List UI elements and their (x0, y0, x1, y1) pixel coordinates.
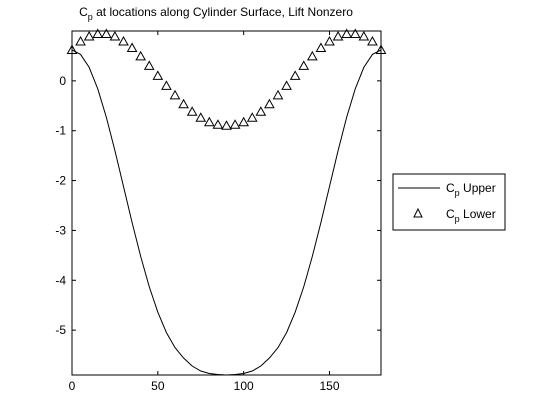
x-tick-label: 150 (319, 379, 339, 393)
legend-lower-rest: Lower (460, 207, 496, 221)
y-tick-label: -5 (55, 323, 66, 337)
series-lower-point (349, 28, 361, 38)
series-lower-point (332, 30, 344, 41)
series-layer (66, 28, 387, 376)
series-lower-point (272, 89, 284, 100)
series-upper-line (71, 49, 382, 376)
y-tick-label: -4 (55, 273, 66, 287)
series-lower-point (66, 44, 78, 54)
series-lower-point (178, 98, 189, 109)
y-axis: 0 -1 -2 -3 -4 -5 (55, 74, 381, 337)
series-lower-point (298, 60, 310, 70)
series-lower-point (324, 35, 335, 46)
legend-lower-swatch (413, 207, 423, 218)
chart-title: Cp at locations along Cylinder Surface, … (79, 5, 353, 22)
y-tick-label: -3 (55, 223, 66, 237)
legend: Cp Upper Cp Lower (392, 173, 506, 231)
legend-lower-main: C (446, 207, 455, 221)
legend-upper-label: Cp Upper (446, 181, 496, 198)
series-lower-point (238, 116, 250, 127)
legend-upper-main: C (446, 181, 455, 195)
series-lower-point (264, 98, 275, 109)
series-lower-point (109, 30, 121, 41)
series-lower-point (83, 30, 95, 41)
series-lower-point (367, 35, 378, 46)
series-lower-point (92, 28, 104, 38)
chart-title-rest: at locations along Cylinder Surface, Lif… (93, 5, 353, 19)
x-tick-label: 0 (69, 379, 76, 393)
y-tick-label: -1 (55, 124, 66, 138)
x-tick-label: 100 (234, 379, 254, 393)
series-lower-point (229, 119, 241, 129)
series-lower-point (306, 50, 318, 61)
series-lower-point (195, 112, 207, 122)
legend-lower-label: Cp Lower (446, 207, 496, 224)
series-lower-point (341, 28, 353, 38)
series-lower-point (212, 119, 224, 129)
series-lower-point (152, 70, 164, 80)
series-lower-point (186, 106, 198, 116)
series-lower-point (75, 35, 86, 46)
chart-title-main: C (79, 5, 88, 19)
series-lower-point (118, 35, 129, 46)
y-tick-label: -2 (55, 174, 66, 188)
legend-upper-subscript: p (455, 188, 460, 198)
series-lower-point (281, 80, 292, 90)
legend-box (392, 173, 506, 231)
series-lower-point (246, 112, 258, 122)
series-lower-point (255, 106, 267, 116)
series-lower-point (375, 44, 387, 54)
series-lower-point (221, 120, 232, 130)
series-lower-point (169, 89, 181, 100)
series-lower-point (358, 30, 370, 41)
legend-upper-rest: Upper (460, 181, 496, 195)
series-lower-point (100, 28, 112, 38)
series-lower-point (161, 80, 172, 90)
series-lower-point (289, 70, 301, 80)
x-tick-label: 50 (151, 379, 165, 393)
chart-title-subscript: p (88, 12, 93, 22)
series-lower-point (143, 60, 155, 70)
legend-lower-subscript: p (455, 214, 460, 224)
series-lower-point (203, 116, 215, 127)
series-lower-point (315, 42, 327, 52)
plot-area (71, 30, 382, 376)
x-axis: 0 50 100 150 (69, 31, 340, 393)
series-lower-point (126, 42, 138, 52)
y-tick-label: 0 (59, 74, 66, 88)
series-lower-point (135, 50, 147, 61)
